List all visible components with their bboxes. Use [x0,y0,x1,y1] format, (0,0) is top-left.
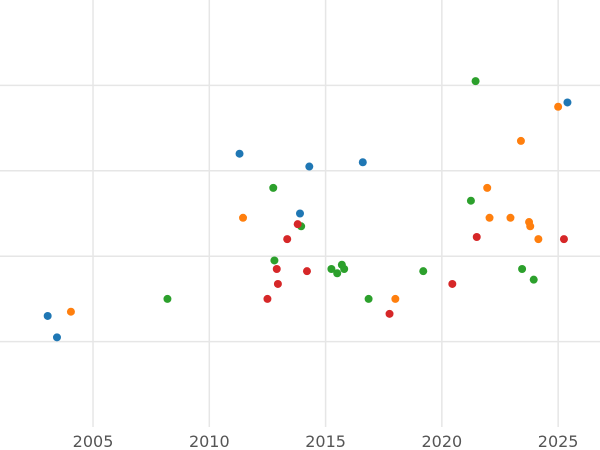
data-point-series-4 [472,232,481,241]
data-point-series-4 [448,279,457,288]
data-point-series-2 [506,213,515,222]
data-point-series-3 [340,265,349,274]
x-tick-label: 2025 [538,432,579,450]
x-tick-labels: 2005 2010 2015 2020 2025 [73,432,579,450]
data-point-series-2 [483,183,492,192]
x-tick-label: 2015 [305,432,346,450]
data-point-series-2 [526,222,535,231]
data-point-series-1 [296,209,304,218]
x-gridlines [92,0,559,427]
data-point-series-3 [529,275,538,284]
data-point-series-4 [559,235,568,244]
data-point-series-1 [52,333,61,342]
data-point-series-2 [66,307,75,316]
data-point-series-3 [419,267,428,276]
data-point-series-2 [485,213,494,222]
data-point-series-2 [516,136,525,145]
data-point-series-3 [270,256,279,265]
x-tick-label: 2005 [73,432,114,450]
data-point-series-2 [534,235,543,244]
data-point-series-3 [269,183,278,192]
data-point-series-4 [263,294,272,303]
data-point-series-3 [471,77,480,86]
data-point-series-2 [239,213,248,222]
x-tick-label: 2010 [189,432,230,450]
data-point-series-1 [305,162,314,171]
y-gridlines [0,84,600,343]
data-point-series-3 [364,294,373,303]
data-point-series-4 [272,265,281,274]
data-point-series-3 [163,294,172,303]
data-points [43,77,572,342]
data-point-series-4 [302,267,311,276]
data-point-series-4 [385,309,394,318]
data-point-series-3 [327,265,336,274]
data-point-series-3 [518,265,527,274]
data-point-series-1 [358,158,367,167]
data-point-series-4 [273,279,282,288]
data-point-series-4 [283,235,292,244]
data-point-series-3 [466,196,475,205]
data-point-series-1 [235,149,244,158]
data-point-series-4 [293,220,302,229]
x-tick-label: 2020 [422,432,463,450]
data-point-series-1 [43,311,52,320]
data-point-series-3 [333,269,342,278]
data-point-series-2 [554,102,563,111]
data-point-series-1 [563,98,572,107]
data-point-series-2 [391,294,400,303]
